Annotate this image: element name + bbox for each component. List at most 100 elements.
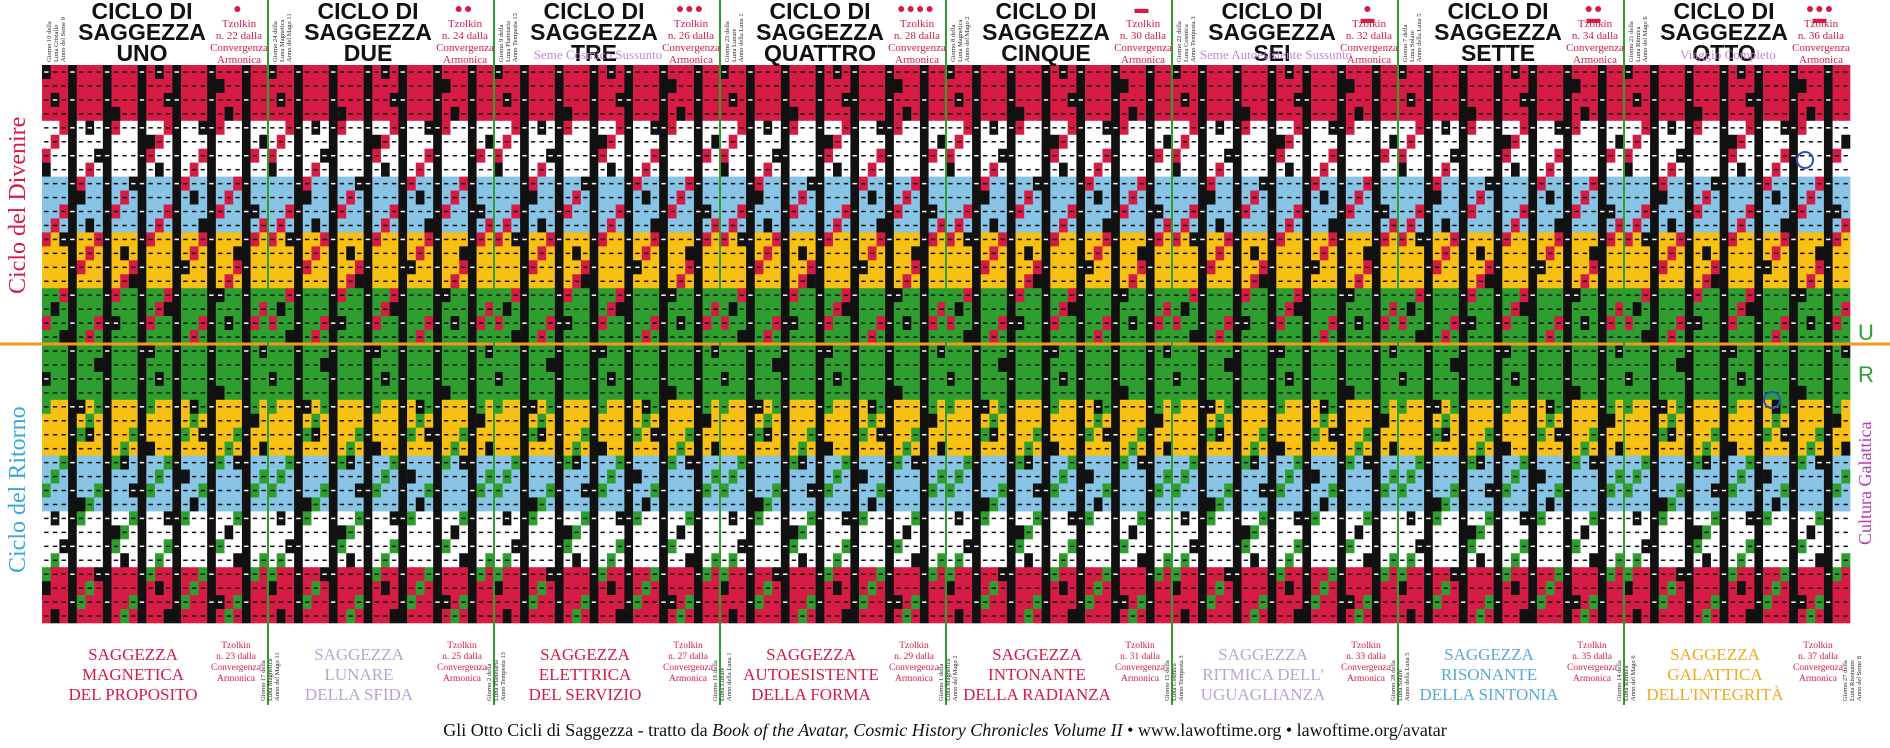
glyph-mark bbox=[609, 267, 613, 269]
glyph-mark bbox=[201, 85, 205, 87]
glyph-mark bbox=[409, 127, 413, 129]
glyph-mark bbox=[453, 462, 457, 464]
glyph-mark bbox=[62, 225, 66, 227]
glyph-mark bbox=[618, 211, 622, 213]
grid-cell bbox=[138, 386, 147, 400]
glyph-mark bbox=[209, 294, 213, 296]
glyph-mark bbox=[383, 518, 387, 520]
grid-cell bbox=[172, 107, 181, 121]
glyph-mark bbox=[461, 336, 465, 338]
glyph-mark bbox=[227, 336, 231, 338]
glyph-mark bbox=[453, 239, 457, 241]
glyph-mark bbox=[514, 462, 518, 464]
glyph-mark bbox=[105, 211, 109, 213]
glyph-mark bbox=[574, 71, 578, 73]
glyph-mark bbox=[331, 378, 335, 380]
glyph-mark bbox=[461, 462, 465, 464]
glyph-mark bbox=[627, 99, 631, 101]
glyph-mark bbox=[296, 127, 300, 129]
grid-cell bbox=[103, 274, 112, 288]
glyph-mark bbox=[479, 155, 483, 157]
glyph-mark bbox=[409, 113, 413, 115]
grid-cell bbox=[372, 135, 381, 149]
glyph-mark bbox=[496, 239, 500, 241]
glyph-mark bbox=[470, 155, 474, 157]
grid-cell bbox=[172, 470, 181, 484]
glyph-mark bbox=[131, 378, 135, 380]
glyph-mark bbox=[453, 183, 457, 185]
glyph-mark bbox=[79, 587, 83, 589]
grid-cell bbox=[242, 525, 251, 539]
glyph-mark bbox=[192, 462, 196, 464]
glyph-mark bbox=[487, 308, 491, 310]
glyph-mark bbox=[270, 267, 274, 269]
glyph-mark bbox=[531, 169, 535, 171]
glyph-mark bbox=[235, 420, 239, 422]
glyph-mark bbox=[62, 532, 66, 534]
grid-cell bbox=[520, 218, 529, 232]
glyph-mark bbox=[514, 322, 518, 324]
grid-cell bbox=[398, 470, 407, 484]
glyph-mark bbox=[96, 322, 100, 324]
glyph-mark bbox=[374, 587, 378, 589]
glyph-mark bbox=[435, 573, 439, 575]
glyph-mark bbox=[70, 490, 74, 492]
glyph-mark bbox=[253, 490, 257, 492]
glyph-mark bbox=[279, 350, 283, 352]
glyph-mark bbox=[392, 71, 396, 73]
glyph-mark bbox=[261, 322, 265, 324]
glyph-mark bbox=[461, 532, 465, 534]
glyph-mark bbox=[183, 336, 187, 338]
glyph-mark bbox=[227, 294, 231, 296]
grid-cell bbox=[103, 191, 112, 205]
glyph-mark bbox=[227, 434, 231, 436]
glyph-mark bbox=[479, 183, 483, 185]
grid-cell bbox=[103, 246, 112, 260]
glyph-mark bbox=[288, 85, 292, 87]
glyph-mark bbox=[540, 239, 544, 241]
glyph-mark bbox=[183, 560, 187, 562]
grid-cell bbox=[172, 414, 181, 428]
glyph-mark bbox=[244, 267, 248, 269]
glyph-mark bbox=[557, 406, 561, 408]
glyph-mark bbox=[609, 615, 613, 617]
glyph-mark bbox=[566, 99, 570, 101]
glyph-mark bbox=[244, 322, 248, 324]
glyph-mark bbox=[348, 155, 352, 157]
glyph-mark bbox=[548, 476, 552, 478]
glyph-mark bbox=[131, 504, 135, 506]
glyph-mark bbox=[227, 267, 231, 269]
glyph-mark bbox=[383, 420, 387, 422]
glyph-mark bbox=[62, 573, 66, 575]
glyph-mark bbox=[261, 267, 265, 269]
glyph-mark bbox=[53, 476, 57, 478]
glyph-mark bbox=[261, 392, 265, 394]
glyph-mark bbox=[288, 211, 292, 213]
glyph-mark bbox=[609, 71, 613, 73]
glyph-mark bbox=[461, 141, 465, 143]
glyph-mark bbox=[618, 85, 622, 87]
glyph-mark bbox=[357, 476, 361, 478]
glyph-mark bbox=[114, 71, 118, 73]
glyph-mark bbox=[531, 267, 535, 269]
grid-cell bbox=[242, 553, 251, 567]
grid-cell bbox=[355, 274, 364, 288]
glyph-mark bbox=[374, 504, 378, 506]
glyph-mark bbox=[574, 587, 578, 589]
glyph-mark bbox=[401, 155, 405, 157]
glyph-mark bbox=[427, 420, 431, 422]
grid-cell bbox=[329, 163, 338, 177]
glyph-mark bbox=[166, 183, 170, 185]
glyph-mark bbox=[288, 406, 292, 408]
glyph-mark bbox=[401, 211, 405, 213]
glyph-mark bbox=[609, 322, 613, 324]
glyph-mark bbox=[157, 573, 161, 575]
glyph-mark bbox=[235, 113, 239, 115]
glyph-mark bbox=[444, 113, 448, 115]
glyph-mark bbox=[131, 364, 135, 366]
glyph-mark bbox=[279, 141, 283, 143]
glyph-mark bbox=[218, 322, 222, 324]
glyph-mark bbox=[166, 239, 170, 241]
glyph-mark bbox=[114, 99, 118, 101]
glyph-mark bbox=[122, 462, 126, 464]
